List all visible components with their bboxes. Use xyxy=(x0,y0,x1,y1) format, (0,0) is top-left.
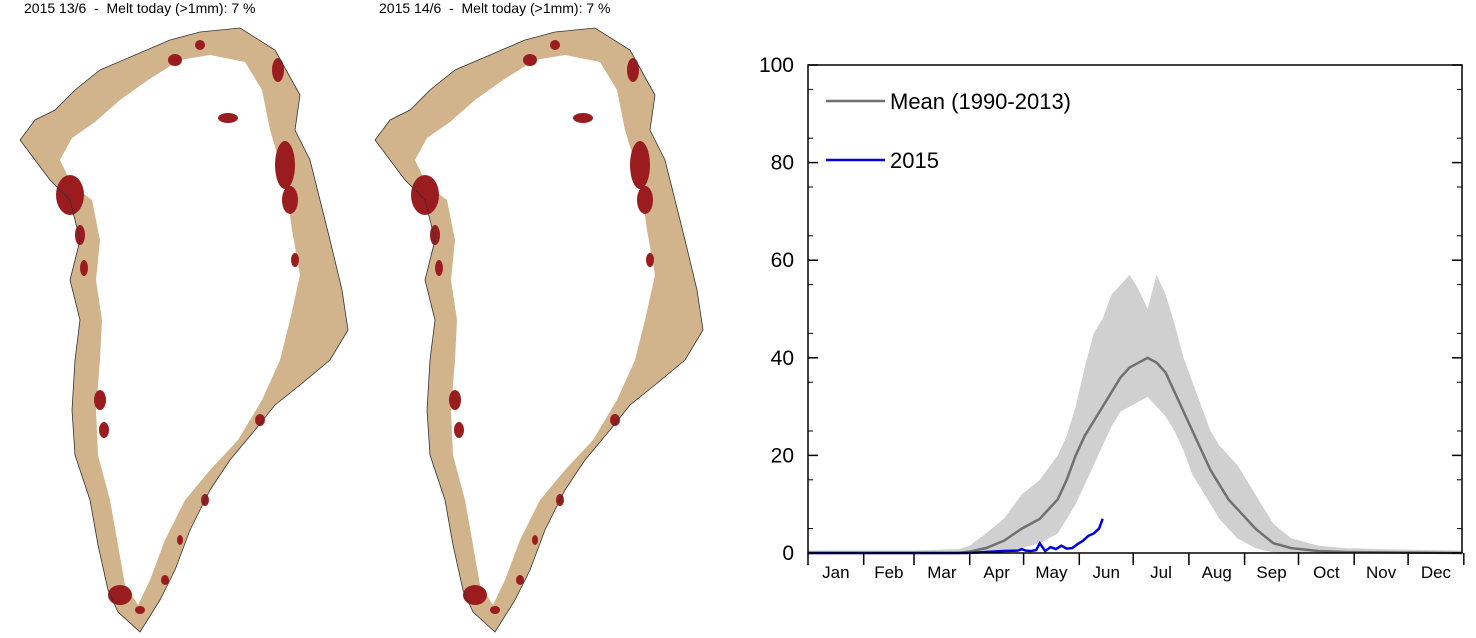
ice-sheet-area xyxy=(415,55,655,605)
y-tick-label: 80 xyxy=(771,152,794,175)
melt-patch xyxy=(532,535,538,545)
melt-extent-chart: 0 20 40 60 80 100 Jan Feb Mar Apr May Jun Jul Aug Sep… xyxy=(759,54,1465,582)
x-tick-label: Dec xyxy=(1421,563,1452,582)
x-tick-label: Nov xyxy=(1366,563,1397,582)
greenland-melt-map-june-13 xyxy=(19,27,349,633)
melt-patch xyxy=(255,414,265,426)
melt-patch xyxy=(56,175,84,215)
legend: Mean (1990-2013) 2015 xyxy=(826,89,1071,173)
y-tick-label: 60 xyxy=(771,249,794,272)
plot-frame xyxy=(807,64,1463,554)
melt-patch xyxy=(282,186,298,214)
legend-label-mean: Mean (1990-2013) xyxy=(890,89,1071,114)
melt-patch xyxy=(75,225,85,245)
x-tick-label: Mar xyxy=(927,563,957,582)
melt-area-patches xyxy=(56,40,299,614)
melt-patch xyxy=(218,113,238,123)
melt-patch xyxy=(523,54,537,66)
melt-patch xyxy=(463,585,487,605)
melt-patch xyxy=(435,260,443,276)
x-tick-label: Aug xyxy=(1202,563,1232,582)
ice-sheet-area xyxy=(60,55,300,605)
map-title-june-14: 2015 14/6 - Melt today (>1mm): 7 % xyxy=(379,0,611,16)
melt-patch xyxy=(94,390,106,410)
y-axis: 0 20 40 60 80 100 xyxy=(759,54,1462,565)
melt-patch xyxy=(630,141,650,189)
x-tick-label: Feb xyxy=(874,563,903,582)
melt-patch xyxy=(610,414,620,426)
series-line-mean xyxy=(808,356,1463,555)
map-title-june-13: 2015 13/6 - Melt today (>1mm): 7 % xyxy=(24,0,256,16)
x-tick-label: Jun xyxy=(1093,563,1120,582)
series-line-2015 xyxy=(808,518,1104,555)
melt-patch xyxy=(108,585,132,605)
melt-patch xyxy=(454,422,464,438)
melt-patch xyxy=(627,58,639,82)
melt-patch xyxy=(550,40,560,50)
melt-patch xyxy=(195,40,205,50)
y-tick-label: 100 xyxy=(759,54,794,77)
coastline xyxy=(374,27,704,633)
melt-patch xyxy=(637,186,653,214)
coastline xyxy=(19,27,349,633)
melt-patch xyxy=(430,225,440,245)
melt-patch xyxy=(80,260,88,276)
melt-patch xyxy=(490,606,500,614)
melt-patch xyxy=(291,253,299,267)
melt-patch xyxy=(135,606,145,614)
x-axis: Jan Feb Mar Apr May Jun Jul Aug Sep Oct Nov Dec xyxy=(807,553,1465,582)
melt-patch xyxy=(99,422,109,438)
melt-patch xyxy=(168,54,182,66)
y-tick-label: 0 xyxy=(782,542,794,565)
melt-patch xyxy=(516,575,524,585)
x-tick-label: Oct xyxy=(1313,563,1340,582)
y-tick-label: 20 xyxy=(771,444,794,467)
greenland-melt-map-june-14 xyxy=(374,27,704,633)
melt-patch xyxy=(177,535,183,545)
melt-area-patches xyxy=(411,40,654,614)
melt-patch xyxy=(272,58,284,82)
x-tick-label: Apr xyxy=(983,563,1010,582)
melt-patch xyxy=(646,253,654,267)
x-tick-label: Sep xyxy=(1256,563,1286,582)
melt-patch xyxy=(449,390,461,410)
y-tick-label: 40 xyxy=(771,347,794,370)
mean-range-band xyxy=(808,274,1462,553)
melt-patch xyxy=(573,113,593,123)
x-tick-label: Jan xyxy=(822,563,849,582)
melt-patch xyxy=(161,575,169,585)
legend-label-2015: 2015 xyxy=(890,148,939,173)
x-tick-label: May xyxy=(1035,563,1068,582)
x-tick-label: Jul xyxy=(1150,563,1172,582)
melt-patch xyxy=(411,175,439,215)
melt-patch xyxy=(275,141,295,189)
